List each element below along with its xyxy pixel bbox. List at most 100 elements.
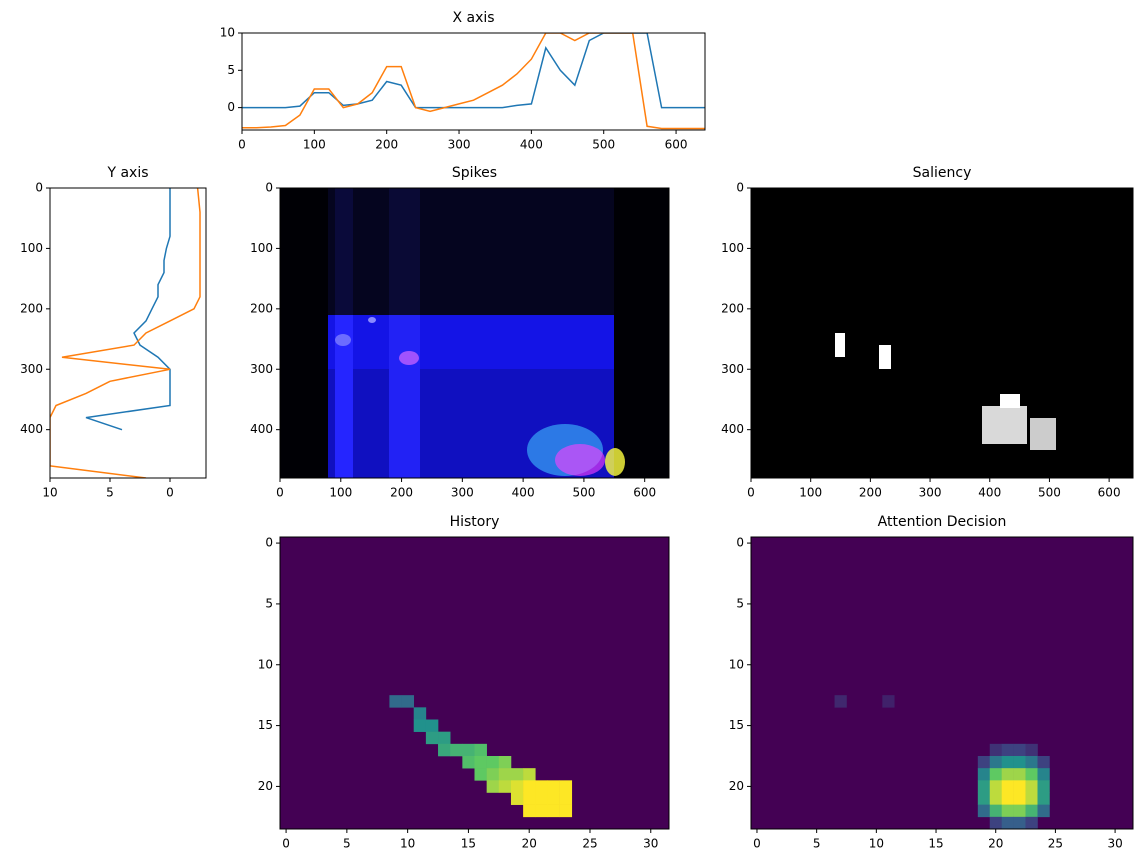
y-tick-label: 400 <box>20 422 43 436</box>
y-tick-label: 300 <box>721 362 744 376</box>
x-tick-label: 100 <box>303 138 326 152</box>
heatmap-cell <box>977 780 991 793</box>
heatmap-cell <box>401 695 415 708</box>
chart-title: Attention Decision <box>878 514 1007 530</box>
x-tick-label: 100 <box>799 486 822 500</box>
x-tick-label: 0 <box>238 138 246 152</box>
x-tick-label: 10 <box>400 837 415 851</box>
heatmap-cell <box>977 756 991 769</box>
heatmap-cell <box>1001 780 1014 793</box>
heatmap-cell <box>1025 816 1038 830</box>
heatmap-cell <box>1013 768 1026 781</box>
y-tick-label: 15 <box>729 718 744 732</box>
heatmap-cell <box>498 756 512 769</box>
heatmap-cell <box>1001 756 1014 769</box>
heatmap-cell <box>977 804 991 818</box>
heatmap-cell <box>834 695 847 708</box>
x-tick-label: 5 <box>813 837 821 851</box>
x-tick-label: 600 <box>665 138 688 152</box>
heatmap-cell <box>498 780 512 793</box>
x-tick-label: 0 <box>276 486 284 500</box>
saliency-image <box>751 188 1133 478</box>
y-tick-label: 10 <box>729 657 744 671</box>
heatmap-cell <box>559 780 573 793</box>
heatmap-cell <box>462 756 475 769</box>
y-tick-label: 0 <box>736 181 744 195</box>
heatmap-cell <box>462 743 475 757</box>
heatmap-cell <box>438 743 451 757</box>
y-tick-label: 100 <box>721 241 744 255</box>
heatmap-cell <box>1001 804 1014 818</box>
y-tick-label: 0 <box>35 181 43 195</box>
heatmap-cell <box>989 743 1002 757</box>
axes-frame <box>279 187 670 479</box>
heatmap-cell <box>1025 756 1038 769</box>
heatmap-cell <box>486 780 500 793</box>
heatmap-background <box>751 537 1133 829</box>
x-tick-label: 25 <box>582 837 597 851</box>
heatmap-cell <box>1037 768 1050 781</box>
y-tick-label: 400 <box>250 422 273 436</box>
x-tick-label: 10 <box>42 486 57 500</box>
x-tick-label: 200 <box>390 486 413 500</box>
x-tick-label: 200 <box>859 486 882 500</box>
heatmap-cell <box>1037 780 1050 793</box>
x-tick-label: 0 <box>166 486 174 500</box>
y-tick-label: 20 <box>729 779 744 793</box>
heatmap-cell <box>989 756 1002 769</box>
x-tick-label: 300 <box>919 486 942 500</box>
x-tick-label: 15 <box>928 837 943 851</box>
heatmap-cell <box>486 756 500 769</box>
heatmap-cell <box>1001 816 1014 830</box>
heatmap-cell <box>523 768 536 781</box>
y-tick-label: 0 <box>227 100 235 114</box>
heatmap-cell <box>510 792 524 805</box>
series-line <box>50 188 201 478</box>
heatmap-cell <box>413 707 427 720</box>
x-tick-label: 5 <box>343 837 351 851</box>
axes-frame <box>750 536 1134 830</box>
heatmap-cell <box>486 768 500 781</box>
heatmap-cell <box>510 768 524 781</box>
heatmap-cell <box>1013 780 1026 793</box>
y-tick-label: 5 <box>265 596 273 610</box>
x-tick-label: 30 <box>1107 837 1122 851</box>
y-tick-label: 100 <box>20 241 43 255</box>
y-tick-label: 300 <box>250 362 273 376</box>
x-tick-label: 0 <box>282 837 290 851</box>
y-tick-label: 0 <box>736 536 744 550</box>
heatmap-cell <box>474 756 487 769</box>
chart-title: Y axis <box>106 165 148 181</box>
axes-frame <box>750 187 1134 479</box>
heatmap-background <box>280 537 669 829</box>
heatmap-cell <box>977 768 991 781</box>
series-line <box>242 33 705 130</box>
heatmap-cell <box>1037 756 1050 769</box>
heatmap-cell <box>1001 743 1014 757</box>
heatmap-cell <box>559 792 573 805</box>
x-tick-label: 400 <box>520 138 543 152</box>
heatmap-cell <box>523 780 536 793</box>
x-tick-label: 400 <box>978 486 1001 500</box>
y-tick-label: 10 <box>220 26 235 40</box>
heatmap-cell <box>1025 768 1038 781</box>
x-tick-label: 300 <box>451 486 474 500</box>
heatmap-cell <box>438 731 451 745</box>
x-tick-label: 5 <box>106 486 114 500</box>
chart-title: Saliency <box>913 165 972 181</box>
x-tick-label: 400 <box>512 486 535 500</box>
heatmap-cell <box>1025 804 1038 818</box>
heatmap-cell <box>535 804 548 818</box>
heatmap-cell <box>389 695 402 708</box>
heatmap-cell <box>989 780 1002 793</box>
x-tick-label: 600 <box>633 486 656 500</box>
y-tick-label: 200 <box>721 301 744 315</box>
heatmap-cell <box>535 780 548 793</box>
y-tick-label: 20 <box>258 779 273 793</box>
heatmap-cell <box>977 792 991 805</box>
heatmap-cell <box>474 743 487 757</box>
heatmap-cell <box>989 804 1002 818</box>
heatmap-cell <box>450 743 463 757</box>
x-tick-label: 10 <box>869 837 884 851</box>
